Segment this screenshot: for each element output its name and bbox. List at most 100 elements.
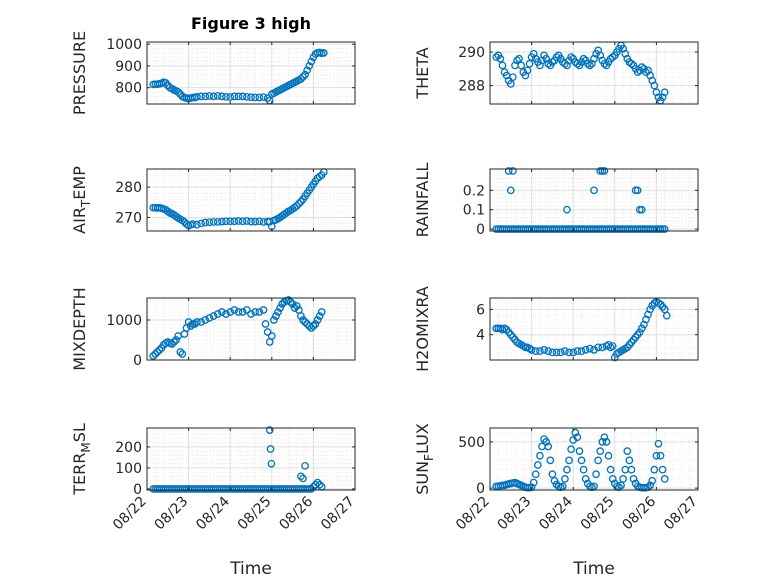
y-tick-label: 270 [115, 210, 142, 226]
x-tick-label: 08/24 [536, 493, 576, 533]
data-point [617, 481, 625, 490]
data-point [301, 318, 309, 326]
data-point [247, 217, 255, 226]
data-point [261, 320, 270, 328]
data-point [149, 352, 158, 360]
data-point [573, 433, 582, 442]
data-point [247, 93, 255, 102]
data-point [540, 346, 548, 354]
data-point [222, 92, 230, 101]
data-point [168, 340, 176, 348]
data-point [492, 53, 501, 61]
data-point [270, 316, 278, 324]
data-point [193, 318, 201, 326]
data-point [307, 57, 316, 66]
data-point [646, 305, 655, 314]
x-tick-label: 08/23 [152, 494, 192, 534]
data-point [297, 472, 305, 481]
subplot-rainfall: 0 0.1 0.2 RAINFALL [413, 163, 699, 238]
y-tick-label: 800 [115, 81, 142, 97]
data-point [218, 308, 226, 316]
y-axis-label: PRESSURE [70, 31, 89, 115]
data-point [209, 92, 218, 101]
y-tick-label: 500 [458, 435, 485, 451]
subplot-theta: 288 290 THETA [413, 41, 699, 105]
data-point [151, 350, 160, 358]
data-point [504, 167, 513, 175]
x-tick-label: 08/26 [619, 493, 659, 533]
data-point [656, 451, 665, 460]
data-point [536, 347, 544, 355]
data-point [506, 80, 515, 88]
data-point [544, 347, 553, 355]
data-point [213, 218, 222, 226]
data-point [602, 438, 611, 446]
data-point [629, 475, 638, 483]
data-point [608, 342, 617, 350]
data-point [567, 445, 575, 454]
data-point [242, 217, 251, 225]
data-point [575, 447, 584, 455]
y-tick-label: 290 [458, 45, 485, 61]
data-point [226, 217, 235, 226]
data-point [197, 219, 205, 228]
y-tick-label: 900 [115, 59, 142, 75]
data-point [178, 350, 187, 358]
data-point [186, 322, 195, 330]
data-point [213, 92, 222, 100]
data-point [596, 447, 605, 455]
data-point [590, 482, 598, 491]
data-point [255, 217, 264, 226]
data-point [546, 456, 555, 465]
data-point [234, 308, 243, 316]
data-point [188, 220, 197, 228]
data-point [205, 218, 214, 227]
data-point [598, 438, 607, 446]
y-axis-label: SUNFLUX [413, 423, 436, 495]
data-point [552, 53, 561, 61]
axes-box [489, 297, 699, 361]
data-point [176, 348, 185, 356]
data-point [301, 70, 309, 79]
data-point [313, 478, 322, 487]
axes-box [146, 168, 356, 232]
data-point [307, 485, 316, 493]
data-point [303, 66, 312, 75]
data-point [276, 304, 284, 312]
x-tick-label: 08/25 [235, 494, 275, 534]
data-point [153, 348, 162, 356]
data-point [627, 59, 636, 68]
y-axis-label: AIRTEMP [70, 166, 93, 234]
data-point [573, 59, 582, 68]
data-point [509, 167, 517, 175]
data-point [563, 205, 571, 214]
data-point [563, 465, 571, 474]
y-tick-label: 200 [115, 440, 142, 456]
data-point [544, 59, 553, 68]
data-point [525, 59, 534, 68]
data-point [218, 92, 226, 101]
data-point [650, 465, 659, 474]
data-point [598, 343, 607, 352]
y-tick-label: 0.2 [463, 183, 485, 199]
data-point [625, 456, 634, 465]
data-point [315, 312, 324, 320]
y-tick-label: 0.1 [463, 203, 485, 219]
data-point [633, 186, 642, 195]
y-axis-label: MIXDEPTH [70, 287, 89, 370]
data-point [608, 53, 617, 61]
data-point [585, 344, 594, 353]
y-tick-label: 1000 [106, 313, 142, 329]
y-tick-label: 1000 [106, 37, 142, 53]
data-point [307, 324, 316, 332]
data-point [255, 308, 264, 316]
data-point [272, 312, 280, 320]
data-point [608, 475, 617, 483]
data-point [633, 68, 642, 77]
y-tick-label: 288 [458, 79, 485, 95]
y-axis-label: THETA [413, 47, 432, 99]
data-point [226, 308, 235, 316]
x-tick-label: 08/23 [495, 494, 535, 534]
y-tick-label: 0 [133, 353, 142, 369]
